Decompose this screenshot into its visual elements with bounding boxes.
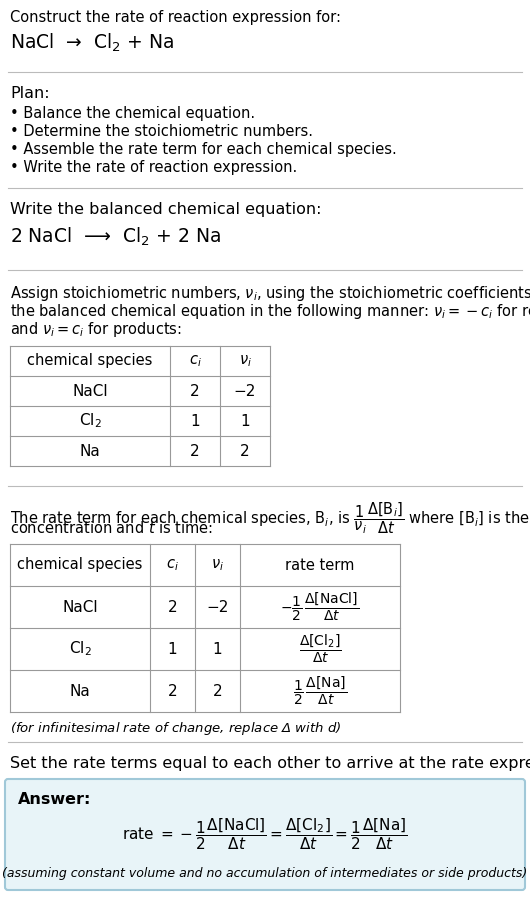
- Text: 2 NaCl  ⟶  Cl$_2$ + 2 Na: 2 NaCl ⟶ Cl$_2$ + 2 Na: [10, 226, 221, 248]
- Text: 1: 1: [213, 641, 222, 657]
- Text: 1: 1: [190, 413, 200, 429]
- Text: NaCl: NaCl: [62, 600, 98, 614]
- Text: Assign stoichiometric numbers, $\nu_i$, using the stoichiometric coefficients, $: Assign stoichiometric numbers, $\nu_i$, …: [10, 284, 530, 303]
- Text: 2: 2: [167, 683, 178, 699]
- Text: rate $= -\dfrac{1}{2}\dfrac{\Delta[\mathrm{NaCl}]}{\Delta t} = \dfrac{\Delta[\ma: rate $= -\dfrac{1}{2}\dfrac{\Delta[\math…: [122, 816, 408, 852]
- Text: 1: 1: [167, 641, 178, 657]
- Text: −2: −2: [206, 600, 228, 614]
- Text: $\nu_i$: $\nu_i$: [238, 353, 251, 369]
- Text: Plan:: Plan:: [10, 86, 50, 101]
- Text: 2: 2: [167, 600, 178, 614]
- Text: $c_i$: $c_i$: [166, 557, 179, 573]
- Text: the balanced chemical equation in the following manner: $\nu_i = -c_i$ for react: the balanced chemical equation in the fo…: [10, 302, 530, 321]
- Text: (assuming constant volume and no accumulation of intermediates or side products): (assuming constant volume and no accumul…: [2, 868, 528, 881]
- Text: • Assemble the rate term for each chemical species.: • Assemble the rate term for each chemic…: [10, 142, 397, 157]
- Text: chemical species: chemical species: [28, 353, 153, 369]
- Text: 1: 1: [240, 413, 250, 429]
- Text: (for infinitesimal rate of change, replace Δ with $d$): (for infinitesimal rate of change, repla…: [10, 720, 341, 737]
- FancyBboxPatch shape: [5, 779, 525, 890]
- Text: $\dfrac{\Delta[\mathrm{Cl_2}]}{\Delta t}$: $\dfrac{\Delta[\mathrm{Cl_2}]}{\Delta t}…: [299, 632, 341, 665]
- Text: $c_i$: $c_i$: [189, 353, 201, 369]
- Text: and $\nu_i = c_i$ for products:: and $\nu_i = c_i$ for products:: [10, 320, 182, 339]
- Text: Set the rate terms equal to each other to arrive at the rate expression:: Set the rate terms equal to each other t…: [10, 756, 530, 771]
- Text: −2: −2: [234, 383, 256, 399]
- Text: NaCl  →  Cl$_2$ + Na: NaCl → Cl$_2$ + Na: [10, 32, 174, 54]
- Text: The rate term for each chemical species, B$_i$, is $\dfrac{1}{\nu_i}\dfrac{\Delt: The rate term for each chemical species,…: [10, 500, 530, 535]
- Text: Na: Na: [69, 683, 91, 699]
- Text: 2: 2: [190, 383, 200, 399]
- Text: concentration and $t$ is time:: concentration and $t$ is time:: [10, 520, 213, 536]
- Text: rate term: rate term: [285, 557, 355, 573]
- Text: Answer:: Answer:: [18, 792, 91, 807]
- Text: $\nu_i$: $\nu_i$: [211, 557, 224, 573]
- Text: Cl$_2$: Cl$_2$: [78, 411, 101, 430]
- Text: 2: 2: [190, 444, 200, 458]
- Text: Write the balanced chemical equation:: Write the balanced chemical equation:: [10, 202, 322, 217]
- Text: • Write the rate of reaction expression.: • Write the rate of reaction expression.: [10, 160, 297, 175]
- Text: NaCl: NaCl: [72, 383, 108, 399]
- Text: Cl$_2$: Cl$_2$: [69, 640, 91, 659]
- Text: • Balance the chemical equation.: • Balance the chemical equation.: [10, 106, 255, 121]
- Text: 2: 2: [213, 683, 222, 699]
- Text: Na: Na: [80, 444, 100, 458]
- Text: chemical species: chemical species: [17, 557, 143, 573]
- Text: • Determine the stoichiometric numbers.: • Determine the stoichiometric numbers.: [10, 124, 313, 139]
- Text: $\dfrac{1}{2}\,\dfrac{\Delta[\mathrm{Na}]}{\Delta t}$: $\dfrac{1}{2}\,\dfrac{\Delta[\mathrm{Na}…: [293, 675, 347, 708]
- Text: $-\dfrac{1}{2}\,\dfrac{\Delta[\mathrm{NaCl}]}{\Delta t}$: $-\dfrac{1}{2}\,\dfrac{\Delta[\mathrm{Na…: [280, 591, 359, 623]
- Text: 2: 2: [240, 444, 250, 458]
- Text: Construct the rate of reaction expression for:: Construct the rate of reaction expressio…: [10, 10, 341, 25]
